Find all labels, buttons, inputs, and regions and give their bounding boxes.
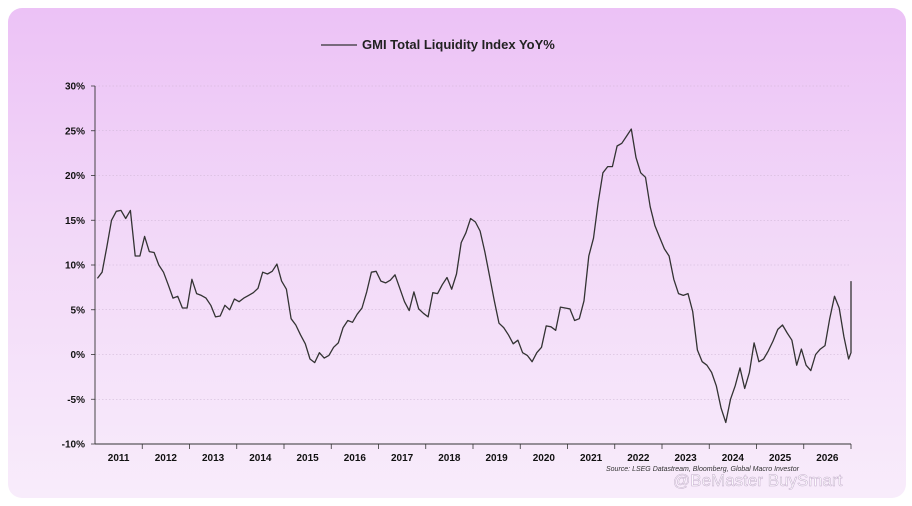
x-tick-label: 2014 <box>249 453 272 464</box>
x-tick-label: 2017 <box>391 453 414 464</box>
grid-layer <box>95 85 851 445</box>
x-tick-label: 2011 <box>108 453 130 464</box>
x-tick-label: 2026 <box>816 453 839 464</box>
x-tick-label: 2024 <box>722 453 745 464</box>
x-tick-label: 2020 <box>533 453 556 464</box>
x-tick-label: 2023 <box>675 453 698 464</box>
y-tick-label: 15% <box>65 216 85 227</box>
y-tick-label: 5% <box>71 305 86 316</box>
axis-layer: 30% 25% 20% 15% 10% 5% 0% -5% -10% 2011 2012 2013 20… <box>62 82 852 464</box>
legend-label: GMI Total Liquidity Index YoY% <box>362 37 555 52</box>
x-tick-label: 2018 <box>438 453 461 464</box>
source-note: Source: LSEG Datastream, Bloomberg, Glob… <box>606 466 800 473</box>
liquidity-chart: 30% 25% 20% 15% 10% 5% 0% -5% -10% 2011 2012 2013 20… <box>62 37 852 490</box>
y-tick-label: -5% <box>67 395 85 406</box>
chart-card: 30% 25% 20% 15% 10% 5% 0% -5% -10% 2011 2012 2013 20… <box>8 8 906 498</box>
x-tick-label: 2015 <box>297 453 320 464</box>
series-layer <box>96 128 852 424</box>
y-tick-label: 10% <box>65 261 85 272</box>
y-tick-label: -10% <box>62 440 85 451</box>
x-tick-label: 2013 <box>202 453 225 464</box>
x-tick-label: 2025 <box>769 453 792 464</box>
y-tick-label: 25% <box>65 126 85 137</box>
series-line <box>96 128 852 424</box>
watermark: @BeMaster BuySmart <box>673 471 843 490</box>
x-tick-label: 2021 <box>580 453 603 464</box>
legend: GMI Total Liquidity Index YoY% <box>321 37 555 52</box>
y-tick-label: 30% <box>65 82 85 93</box>
x-tick-label: 2016 <box>344 453 367 464</box>
x-tick-label: 2022 <box>627 453 650 464</box>
x-tick-label: 2019 <box>486 453 509 464</box>
x-tick-label: 2012 <box>155 453 178 464</box>
y-tick-label: 0% <box>71 350 86 361</box>
y-tick-label: 20% <box>65 171 85 182</box>
